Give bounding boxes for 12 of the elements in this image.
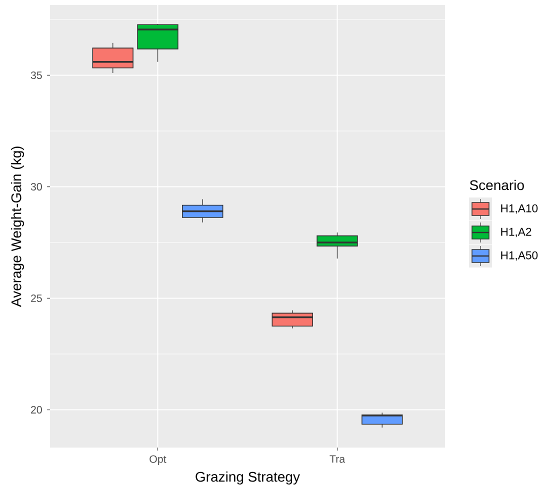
x-tick-label: Tra — [330, 455, 346, 463]
legend-label: H1,A10 — [501, 204, 538, 214]
y-tick-label: 25 — [31, 294, 42, 302]
legend-title: Scenario — [470, 180, 524, 190]
y-tick-label: 30 — [30, 182, 42, 191]
legend-label: H1,A2 — [501, 228, 532, 238]
x-tick-label: Opt — [150, 455, 166, 465]
x-axis-title: Grazing Strategy — [196, 471, 300, 485]
y-axis-title: Average Weight-Gain (kg) — [10, 146, 24, 307]
y-tick-label: 20 — [31, 406, 42, 414]
y-tick-label: 35 — [30, 71, 42, 80]
legend-label: H1,A50 — [501, 251, 538, 261]
